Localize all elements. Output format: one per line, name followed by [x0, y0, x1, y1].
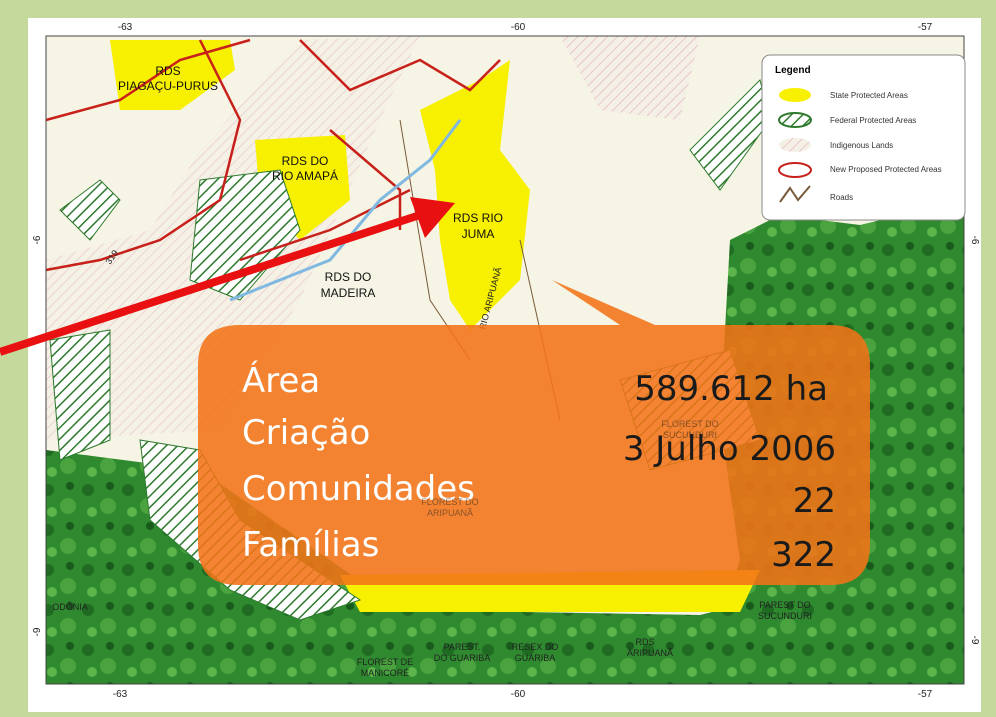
- legend: Legend State Protected Areas Federal Pro…: [762, 55, 965, 220]
- legend-item: New Proposed Protected Areas: [830, 165, 942, 174]
- region-label: FLOREST DO: [421, 497, 478, 507]
- region-label: DO GUARIBA: [434, 653, 491, 663]
- tick-label: -57: [918, 689, 933, 700]
- region-label: RDS: [155, 64, 180, 78]
- region-label: PAREST DO: [759, 600, 810, 610]
- region-label: ARIPUANÃ: [627, 648, 673, 658]
- region-label: PIAGAÇU-PURUS: [118, 79, 218, 93]
- legend-box: [762, 55, 965, 220]
- callout-value: 589.612 ha: [634, 369, 828, 409]
- legend-item: Roads: [830, 193, 853, 202]
- tick-label: -60: [511, 689, 526, 700]
- region-label: MANICORÉ: [361, 668, 410, 678]
- region-label: ARIPUANÃ: [427, 508, 473, 518]
- callout-label: Criação: [242, 413, 370, 453]
- callout: Área Criação Comunidades Famílias 589.61…: [198, 280, 870, 585]
- region-label: RIO AMAPÁ: [272, 168, 338, 183]
- legend-item: Federal Protected Areas: [830, 116, 916, 125]
- region-label: ODÔNIA: [52, 602, 88, 612]
- region-label: JUMA: [462, 227, 495, 241]
- callout-label: Famílias: [242, 525, 379, 565]
- callout-value: 3 Julho 2006: [623, 429, 836, 469]
- tick-label: -57: [918, 22, 933, 33]
- legend-swatch: [779, 88, 811, 102]
- region-label: SUCUNDURI: [663, 430, 717, 440]
- region-label: MADEIRA: [321, 286, 376, 300]
- tick-label: -9: [969, 636, 980, 645]
- tick-label: -6: [969, 236, 980, 245]
- region-label: RDS DO: [325, 270, 372, 284]
- tick-label: -6: [32, 235, 43, 244]
- callout-value: 22: [793, 481, 836, 521]
- region-label: PAREST.: [444, 642, 481, 652]
- legend-item: State Protected Areas: [830, 91, 908, 100]
- tick-label: -63: [118, 22, 133, 33]
- region-label: RDS: [635, 637, 654, 647]
- callout-label: Área: [242, 360, 320, 401]
- region-label: SUCUNDURI: [758, 611, 812, 621]
- legend-swatch: [779, 138, 811, 152]
- region-label: RDS DO: [282, 154, 329, 168]
- tick-label: -63: [113, 689, 128, 700]
- legend-title: Legend: [775, 65, 811, 76]
- legend-item: Indigenous Lands: [830, 141, 893, 150]
- page: {"map": { "ticks": {"top": ["-63", "-60"…: [0, 0, 996, 717]
- tick-label: -9: [32, 627, 43, 636]
- region-label: FLOREST DE: [357, 657, 413, 667]
- region-label: FLOREST DO: [661, 419, 718, 429]
- legend-swatch: [779, 113, 811, 127]
- slide: -63 -60 -57 -63 -60 -57 -6 -9 -6 -9 RDS …: [0, 0, 996, 717]
- region-label: RDS RIO: [453, 211, 503, 225]
- region-label: RESEX DO: [512, 642, 559, 652]
- callout-value: 322: [771, 535, 836, 575]
- region-label: GUARIBA: [515, 653, 556, 663]
- tick-label: -60: [511, 22, 526, 33]
- federal-protected-area: [50, 330, 110, 460]
